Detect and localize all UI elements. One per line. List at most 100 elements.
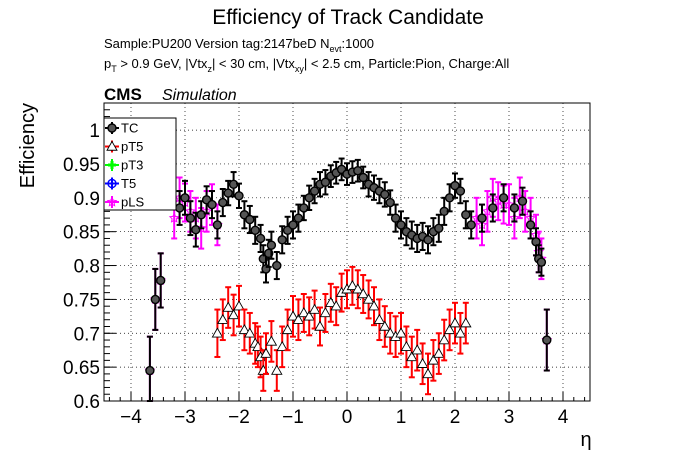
cms-label: CMS: [104, 85, 142, 104]
grid-lines: [104, 103, 590, 402]
data-point: [411, 344, 423, 355]
y-axis-title: Efficiency: [17, 103, 39, 188]
data-point: [503, 198, 515, 210]
chart-subtitle-line2: pT > 0.9 GeV, |Vtxz| < 30 cm, |Vtxxy| < …: [104, 56, 509, 74]
data-point: [466, 220, 476, 230]
data-point: [488, 203, 498, 213]
data-point: [277, 235, 287, 245]
data-point: [390, 213, 401, 223]
data-point: [293, 213, 304, 223]
data-point: [396, 220, 406, 230]
data-point: [255, 233, 266, 244]
legend-label: TC: [121, 121, 138, 136]
subtitle-line2-c: | < 2.5 cm, Particle:Pion, Charge:All: [304, 56, 509, 71]
data-point: [260, 347, 272, 358]
data-point: [319, 307, 332, 318]
legend: TC pT5 pT3 T5 pLS: [103, 117, 177, 211]
y-tick-label: 0.85: [63, 223, 100, 244]
data-point: [449, 317, 461, 328]
x-tick-label: −4: [120, 407, 142, 428]
subtitle-line2-p-sub: T: [111, 64, 117, 74]
data-point: [477, 213, 487, 223]
subtitle-line1-text: Sample:PU200 Version tag:2147beD N: [104, 36, 329, 51]
data-point: [460, 317, 472, 328]
data-point: [266, 240, 277, 250]
data-point: [542, 335, 552, 345]
data-point: [234, 191, 244, 201]
data-point: [498, 193, 509, 203]
data-point: [174, 203, 185, 213]
legend-label: T5: [121, 176, 136, 191]
legend-label: pLS: [121, 195, 144, 210]
data-point: [325, 296, 337, 307]
legend-marker: [108, 161, 116, 169]
data-point: [207, 199, 217, 210]
subtitle-line2-a: > 0.9 GeV, |Vtx: [117, 56, 208, 71]
data-point: [196, 210, 206, 220]
data-point: [362, 293, 375, 304]
data-point: [309, 186, 320, 196]
data-point: [416, 357, 429, 368]
legend-entry-pls: pLS: [105, 195, 144, 210]
data-point: [422, 368, 434, 379]
data-point: [222, 301, 234, 312]
data-point: [320, 177, 331, 187]
data-point: [265, 335, 278, 346]
y-tick-label: 0.9: [74, 189, 100, 210]
chart-subtitle-line1: Sample:PU200 Version tag:2147beD Nevt:10…: [104, 36, 374, 54]
x-tick-label: 0: [342, 407, 353, 428]
legend-entry-tc: TC: [105, 121, 138, 136]
data-point: [250, 225, 260, 236]
data-point: [180, 193, 190, 203]
legend-marker: [106, 140, 118, 151]
data-point: [373, 313, 386, 324]
subtitle-line2-b-sub: xy: [295, 64, 305, 74]
data-point: [454, 327, 467, 338]
data-point: [282, 225, 293, 236]
data-point: [292, 313, 305, 324]
data-point: [438, 334, 450, 345]
y-tick-label: 0.7: [74, 324, 100, 345]
data-point: [308, 303, 321, 314]
subtitle-line2-p: p: [104, 56, 111, 71]
data-point: [303, 310, 315, 321]
data-point: [395, 327, 407, 338]
x-tick-label: 4: [558, 407, 569, 428]
legend-marker: [106, 196, 118, 207]
data-point: [233, 300, 245, 311]
data-point: [517, 196, 528, 206]
data-point: [450, 180, 460, 191]
data-point: [353, 166, 363, 176]
y-tick-label: 0.65: [63, 358, 100, 379]
subtitle-line2-b: | < 30 cm, |Vtx: [212, 56, 295, 71]
data-point: [368, 300, 380, 311]
y-tick-label: 0.8: [74, 257, 100, 278]
data-point: [434, 223, 444, 233]
data-point: [385, 197, 395, 208]
cms-sublabel: Simulation: [162, 87, 237, 104]
data-point: [384, 327, 396, 338]
data-point: [443, 323, 456, 335]
data-point: [536, 257, 547, 267]
data-point: [433, 347, 445, 358]
data-point: [272, 260, 282, 271]
x-tick-label: −3: [174, 407, 196, 428]
data-point: [298, 307, 310, 318]
data-point: [346, 279, 359, 291]
data-point: [423, 235, 433, 245]
x-tick-label: 1: [396, 407, 407, 428]
data-point: [168, 212, 180, 223]
data-point: [185, 213, 196, 223]
subtitle-line2-a-sub: z: [207, 64, 212, 74]
x-tick-label: −2: [228, 407, 250, 428]
data-point: [145, 365, 155, 376]
data-point: [244, 327, 256, 338]
x-tick-label: 2: [450, 407, 461, 428]
x-tick-label: −1: [282, 407, 304, 428]
data-point: [227, 309, 240, 320]
data-point: [427, 354, 440, 365]
data-point: [461, 210, 471, 220]
data-point: [525, 220, 536, 230]
data-point: [400, 340, 413, 352]
data-point: [299, 203, 309, 213]
